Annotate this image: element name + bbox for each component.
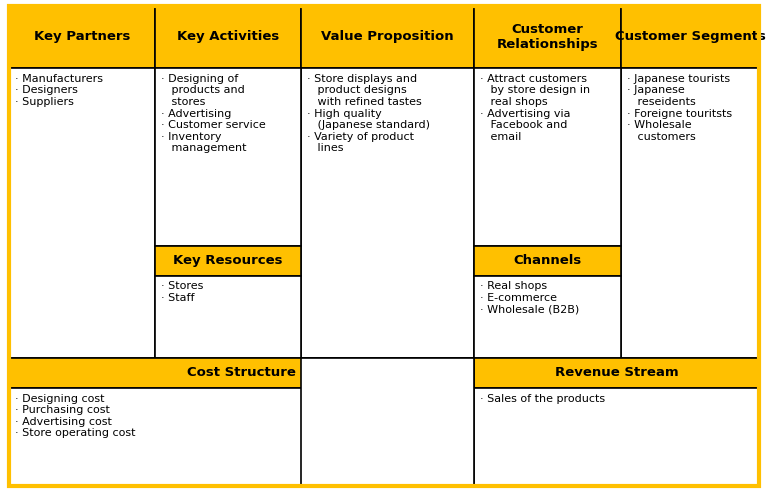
Text: · Store displays and
   product designs
   with refined tastes
· High quality
  : · Store displays and product designs wit…	[307, 74, 430, 154]
Text: · Sales of the products: · Sales of the products	[480, 394, 605, 403]
Text: Key Partners: Key Partners	[34, 31, 131, 43]
Text: Key Activities: Key Activities	[177, 31, 279, 43]
Bar	[474, 276, 621, 358]
Bar	[9, 388, 474, 486]
Bar	[9, 6, 155, 68]
Bar	[155, 6, 301, 68]
Bar	[474, 246, 621, 276]
Bar	[155, 246, 301, 276]
Text: Key Resources: Key Resources	[174, 254, 283, 267]
Text: · Stores
· Staff: · Stores · Staff	[161, 281, 204, 303]
Bar	[9, 358, 474, 388]
Bar	[474, 358, 759, 388]
Bar	[621, 6, 759, 68]
Bar	[9, 68, 155, 358]
Text: Cost Structure: Cost Structure	[187, 367, 296, 379]
Bar	[474, 388, 759, 486]
Bar	[301, 68, 474, 358]
Bar	[474, 68, 621, 246]
Text: · Japanese tourists
· Japanese
   reseidents
· Foreigne touritsts
· Wholesale
  : · Japanese tourists · Japanese reseident…	[627, 74, 732, 142]
Text: · Real shops
· E-commerce
· Wholesale (B2B): · Real shops · E-commerce · Wholesale (B…	[480, 281, 579, 314]
Text: Customer Segments: Customer Segments	[615, 31, 766, 43]
Bar	[474, 6, 621, 68]
Text: · Manufacturers
· Designers
· Suppliers: · Manufacturers · Designers · Suppliers	[16, 74, 103, 107]
Text: · Designing of
   products and
   stores
· Advertising
· Customer service
· Inve: · Designing of products and stores · Adv…	[161, 74, 266, 154]
Text: · Attract customers
   by store design in
   real shops
· Advertising via
   Fac: · Attract customers by store design in r…	[480, 74, 590, 142]
Bar	[155, 276, 301, 358]
Text: Customer
Relationships: Customer Relationships	[497, 23, 598, 51]
Bar	[621, 68, 759, 358]
Bar	[301, 358, 474, 486]
Bar	[155, 68, 301, 246]
Text: Channels: Channels	[513, 254, 582, 267]
Text: Value Proposition: Value Proposition	[321, 31, 454, 43]
Text: · Designing cost
· Purchasing cost
· Advertising cost
· Store operating cost: · Designing cost · Purchasing cost · Adv…	[16, 394, 136, 438]
Bar	[301, 6, 474, 68]
Text: Revenue Stream: Revenue Stream	[554, 367, 679, 379]
